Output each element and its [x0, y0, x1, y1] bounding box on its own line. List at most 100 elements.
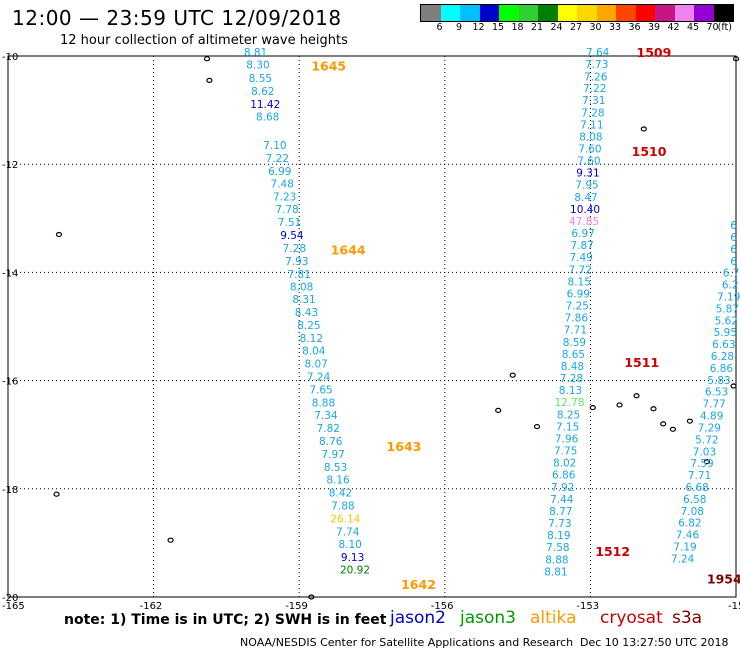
wave-height-reading: 5.62: [715, 315, 738, 327]
latitude-tick-label: -12: [2, 160, 18, 171]
wave-height-reading: 9.54: [280, 230, 304, 242]
wave-height-reading: 7.64: [586, 47, 610, 59]
wave-height-reading: 6.99: [268, 166, 291, 178]
wave-height-reading: 7.25: [566, 301, 589, 313]
wave-height-reading: 7.81: [288, 269, 311, 281]
wave-height-reading: 8.59: [563, 337, 586, 349]
wave-height-reading: 8.55: [249, 73, 272, 85]
wave-height-reading: 8.53: [324, 462, 347, 474]
legend-label: 30: [589, 22, 602, 33]
wave-height-reading: 7.48: [271, 178, 294, 190]
legend-swatch: [440, 5, 460, 21]
wave-height-reading: 7.74: [336, 526, 360, 538]
island-outline: [308, 594, 315, 600]
wave-height-reading: 7.72: [569, 264, 592, 276]
legend-label: 6: [436, 22, 443, 33]
pass-time-label: 1510: [632, 144, 667, 159]
timestamp: Dec 10 13:27:50 UTC 2018: [580, 636, 729, 649]
footer-note: note: 1) Time is in UTC; 2) SWH is in fe…: [64, 612, 387, 628]
wave-height-reading: 7.10: [263, 140, 286, 152]
wave-height-reading: 4.89: [700, 411, 723, 423]
legend-label: 36: [628, 22, 641, 33]
wave-height-reading: 8.25: [297, 320, 320, 332]
island-outline: [55, 231, 63, 238]
wave-height-reading: 7.92: [551, 482, 574, 494]
legend-swatch: [518, 5, 538, 21]
wave-height-reading: 7.60: [578, 143, 601, 155]
latitude-tick-label: -18: [2, 485, 18, 496]
wave-height-reading: 7.88: [331, 500, 354, 512]
wave-height-reading: 7.86: [565, 313, 589, 325]
wave-height-reading: 7.31: [582, 95, 605, 107]
legend-label: 39: [647, 22, 661, 33]
color-legend: [420, 4, 734, 22]
legend-unit: (ft): [717, 22, 732, 33]
wave-height-reading: 7.49: [569, 252, 592, 264]
wave-height-reading: 7.24: [307, 372, 331, 384]
legend-swatch: [421, 5, 441, 21]
wave-height-reading: 8.48: [561, 361, 584, 373]
wave-height-reading: 6.7: [723, 268, 740, 280]
satellite-name-s3a: s3a: [672, 608, 703, 628]
wave-height-reading: 8.08: [290, 281, 313, 293]
wave-height-reading: 7.87: [570, 240, 593, 252]
legend-label: 18: [511, 22, 524, 33]
wave-height-reading: 7.03: [693, 446, 716, 458]
legend-swatch: [655, 5, 675, 21]
wave-height-reading: 7.78: [275, 204, 298, 216]
wave-height-reading: 47.85: [569, 216, 599, 228]
legend-label: 33: [608, 22, 622, 33]
wave-height-reading: 6.82: [678, 518, 701, 530]
wave-height-reading: 7.08: [681, 506, 704, 518]
satellite-name-cryosat: cryosat: [600, 608, 663, 628]
satellite-name-jason2: jason2: [390, 608, 446, 628]
wave-height-reading: 7.59: [690, 458, 713, 470]
wave-height-reading: 8.81: [544, 566, 567, 578]
wave-height-reading: 6.99: [567, 288, 590, 300]
wave-height-reading: 7.29: [698, 422, 721, 434]
wave-height-reading: 6.68: [685, 482, 708, 494]
map-frame: [7, 55, 737, 598]
wave-height-reading: 8.10: [338, 539, 361, 551]
wave-height-reading: 8.76: [319, 436, 343, 448]
latitude-tick-label: -16: [2, 377, 18, 388]
page-subtitle: 12 hour collection of altimeter wave hei…: [60, 33, 348, 48]
wave-height-reading: 6.86: [710, 363, 734, 375]
wave-height-reading: 7.82: [317, 423, 340, 435]
wave-height-reading: 8.65: [562, 349, 585, 361]
wave-height-reading: 7.75: [554, 446, 577, 458]
wave-height-reading: 6.97: [571, 228, 594, 240]
island-outline: [167, 537, 174, 543]
legend-label: 42: [667, 22, 680, 33]
pass-time-label: 1645: [311, 59, 346, 74]
wave-height-reading: 8.07: [304, 359, 327, 371]
wave-height-reading: 8.25: [557, 409, 580, 421]
wave-height-reading: 6: [730, 232, 737, 244]
wave-height-reading: 7.93: [285, 256, 308, 268]
wave-height-reading: 7.46: [676, 530, 700, 542]
wave-height-reading: 7.34: [314, 410, 338, 422]
wave-height-reading: 7.28: [581, 108, 604, 120]
wave-height-reading: 6.63: [712, 339, 735, 351]
wave-height-reading: 6.28: [711, 351, 734, 363]
wave-height-reading: 8.15: [568, 276, 591, 288]
island-outline: [669, 426, 677, 432]
island-outline: [650, 406, 657, 412]
satellite-name-altika: altika: [530, 608, 577, 628]
graticule: [7, 55, 737, 598]
longitude-tick-label: -162: [140, 601, 163, 612]
legend-swatch: [479, 5, 499, 21]
legend-label: 24: [550, 22, 563, 33]
legend-swatch: [557, 5, 577, 21]
axis-tick-labels: -165 -162 -159 -156 -153 -15 -10 -12 -14 -16 -18 -2…: [2, 52, 740, 612]
legend-swatch: [596, 5, 616, 21]
island-outline: [660, 421, 667, 427]
wave-height-reading: 6.86: [552, 470, 576, 482]
wave-height-readings: 8.818.308.558.6211.428.687.107.226.997.4…: [244, 47, 740, 578]
page-title: 12:00 — 23:59 UTC 12/09/2018: [12, 6, 342, 30]
pass-time-labels: 1645 1644 1643 1642 1509 1510 1511 1512 1954: [311, 45, 740, 592]
legend-swatch: [499, 5, 519, 21]
island-outline: [730, 383, 737, 389]
wave-height-reading: 8.88: [312, 398, 335, 410]
wave-height-reading: 7.71: [688, 470, 711, 482]
